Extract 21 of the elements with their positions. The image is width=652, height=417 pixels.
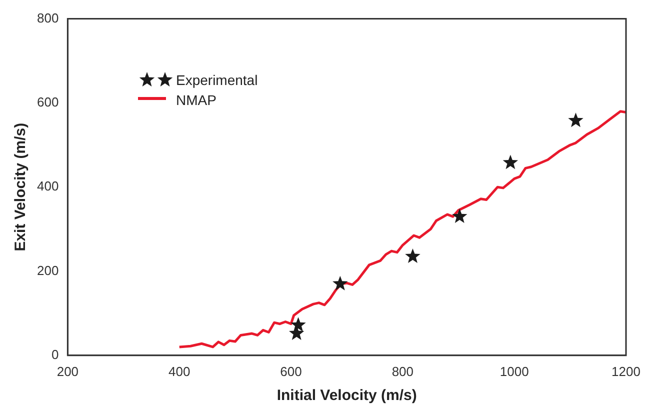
point bbox=[290, 317, 306, 332]
y-tick-label: 200 bbox=[36, 262, 59, 278]
x-tick-label: 600 bbox=[280, 364, 302, 379]
x-tick-label: 1200 bbox=[612, 364, 640, 379]
point bbox=[452, 208, 468, 224]
y-tick-label: 400 bbox=[36, 178, 59, 194]
y-axis-title: Exit Velocity (m/s) bbox=[12, 122, 30, 252]
y-tick-label: 0 bbox=[51, 346, 59, 362]
point bbox=[568, 112, 584, 128]
x-tick-label: 200 bbox=[56, 364, 79, 379]
legend-label: Experimental bbox=[176, 71, 258, 90]
point bbox=[405, 248, 420, 263]
x-tick-label: 400 bbox=[168, 364, 190, 379]
point bbox=[502, 154, 518, 170]
x-axis-title: Initial Velocity (m/s) bbox=[276, 387, 417, 404]
x-tick-label: 800 bbox=[392, 364, 414, 379]
y-tick-label: 600 bbox=[36, 94, 59, 110]
x-tick-label: 1000 bbox=[500, 364, 529, 379]
y-tick-label: 800 bbox=[36, 10, 59, 26]
point bbox=[332, 276, 348, 290]
legend-label: NMAP bbox=[176, 91, 216, 110]
